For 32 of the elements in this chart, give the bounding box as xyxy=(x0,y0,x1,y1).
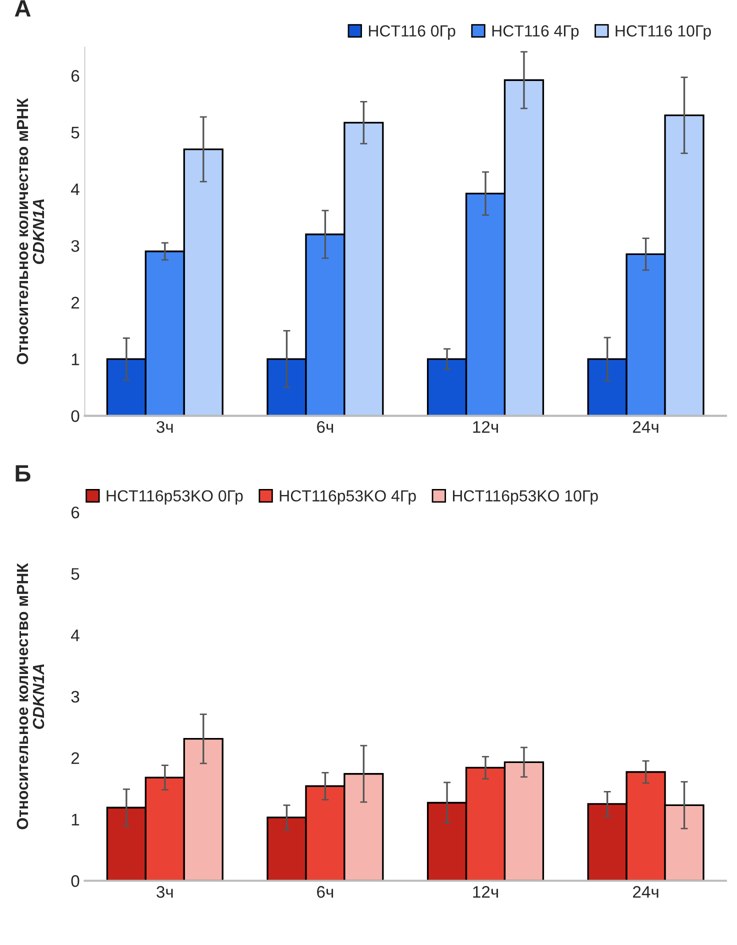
x-tick-label: 3ч xyxy=(156,886,173,898)
x-tick-label: 12ч xyxy=(473,886,498,898)
y-tick-label: 5 xyxy=(71,568,80,580)
x-tick-label: 24ч xyxy=(633,886,658,898)
legend-label: HCT116 0Гр xyxy=(368,25,456,40)
y-tick-label: 4 xyxy=(71,184,80,196)
legend-label: HCT116p53KO 4Гр xyxy=(280,490,416,505)
y-tick-label: 0 xyxy=(71,410,80,422)
x-tick-label: 6ч xyxy=(317,886,334,898)
y-tick-label: 3 xyxy=(71,690,80,703)
x-tick-label: 3ч xyxy=(156,421,173,433)
y-axis-title: Относительное количество мРНК CDKN1A xyxy=(16,563,44,830)
legend-label: HCT116 4Гр xyxy=(492,25,579,40)
legend-label: HCT116p53KO 10Гр xyxy=(453,490,598,505)
y-tick-label: 1 xyxy=(72,354,80,366)
y-axis-title: Относительное количество мРНК CDKN1A xyxy=(16,98,44,364)
x-tick-label: 6ч xyxy=(317,421,334,433)
chart-title: А xyxy=(14,0,31,16)
y-tick-label: 2 xyxy=(71,752,80,764)
legend-label: HCT116p53KO 0Гр xyxy=(106,490,243,505)
y-tick-label: 0 xyxy=(71,875,80,887)
y-tick-label: 1 xyxy=(72,814,80,826)
chart-title: Б xyxy=(16,465,30,482)
y-tick-label: 5 xyxy=(71,126,80,139)
legend-label: HCT116 10Гр xyxy=(616,25,711,40)
y-tick-label: 6 xyxy=(71,506,80,518)
y-tick-label: 6 xyxy=(71,70,80,82)
y-tick-label: 4 xyxy=(71,630,80,642)
y-tick-label: 3 xyxy=(71,240,80,252)
x-tick-label: 24ч xyxy=(633,421,658,433)
x-tick-label: 12ч xyxy=(473,421,498,433)
y-tick-label: 2 xyxy=(71,296,80,308)
